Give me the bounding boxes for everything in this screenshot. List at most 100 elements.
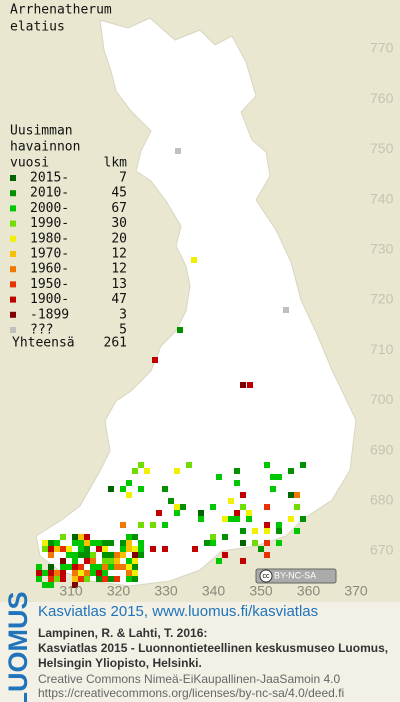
occurrence-dot	[84, 558, 90, 564]
occurrence-dot	[108, 564, 114, 570]
occurrence-dot	[276, 540, 282, 546]
occurrence-dot	[126, 546, 132, 552]
occurrence-dot	[264, 540, 270, 546]
northing-label: 740	[370, 190, 394, 206]
occurrence-dot	[247, 382, 253, 388]
occurrence-dot	[108, 576, 114, 582]
occurrence-dot	[216, 474, 222, 480]
occurrence-dot	[175, 148, 181, 154]
occurrence-dot	[54, 546, 60, 552]
occurrence-dot	[72, 582, 78, 588]
occurrence-dot	[90, 540, 96, 546]
occurrence-dot	[240, 558, 246, 564]
occurrence-dot	[84, 570, 90, 576]
occurrence-dot	[90, 552, 96, 558]
occurrence-dot	[276, 522, 282, 528]
occurrence-dot	[48, 570, 54, 576]
license-line: https://creativecommons.org/licenses/by-…	[38, 686, 344, 700]
occurrence-dot	[276, 474, 282, 480]
occurrence-dot	[108, 552, 114, 558]
occurrence-dot	[168, 498, 174, 504]
occurrence-dot	[96, 546, 102, 552]
occurrence-dot	[102, 558, 108, 564]
legend-swatch	[10, 311, 16, 318]
legend-swatch	[10, 266, 16, 273]
legend-total: 261	[104, 336, 127, 351]
occurrence-dot	[283, 307, 289, 313]
occurrence-dot	[228, 516, 234, 522]
occurrence-dot	[132, 534, 138, 540]
occurrence-dot	[126, 480, 132, 486]
occurrence-dot	[102, 540, 108, 546]
legend-swatch	[10, 175, 16, 181]
northing-label: 700	[370, 391, 394, 407]
occurrence-dot	[126, 534, 132, 540]
occurrence-dot	[138, 552, 144, 558]
occurrence-dot	[152, 357, 158, 363]
occurrence-dot	[258, 546, 264, 552]
occurrence-dot	[120, 552, 126, 558]
occurrence-dot	[78, 540, 84, 546]
legend-label: 1990-	[30, 216, 69, 231]
legend-header: Uusimman	[10, 124, 73, 139]
occurrence-dot	[96, 576, 102, 582]
legend-label: 2010-	[30, 186, 69, 201]
occurrence-dot	[48, 540, 54, 546]
occurrence-dot	[78, 534, 84, 540]
occurrence-dot	[48, 552, 54, 558]
occurrence-dot	[246, 516, 252, 522]
species-name: elatius	[10, 20, 65, 35]
occurrence-dot	[240, 528, 246, 534]
occurrence-dot	[72, 576, 78, 582]
occurrence-dot	[204, 540, 210, 546]
occurrence-dot	[84, 534, 90, 540]
legend-count: 30	[111, 216, 127, 231]
occurrence-dot	[84, 540, 90, 546]
legend-swatch	[10, 251, 16, 257]
occurrence-dot	[60, 534, 66, 540]
occurrence-dot	[84, 546, 90, 552]
occurrence-dot	[191, 257, 197, 263]
occurrence-dot	[120, 486, 126, 492]
occurrence-dot	[234, 510, 240, 516]
occurrence-dot	[42, 570, 48, 576]
occurrence-dot	[216, 558, 222, 564]
legend-label: 1970-	[30, 247, 69, 262]
legend-count: 5	[119, 323, 127, 338]
occurrence-dot	[72, 534, 78, 540]
occurrence-dot	[66, 546, 72, 552]
occurrence-dot	[228, 498, 234, 504]
occurrence-dot	[264, 522, 270, 528]
legend-count: 45	[111, 186, 127, 201]
occurrence-dot	[84, 576, 90, 582]
occurrence-dot	[48, 564, 54, 570]
occurrence-dot	[72, 558, 78, 564]
occurrence-dot	[132, 558, 138, 564]
easting-label: 360	[297, 583, 321, 599]
occurrence-dot	[126, 576, 132, 582]
occurrence-dot	[210, 504, 216, 510]
occurrence-dot	[54, 570, 60, 576]
occurrence-dot	[102, 546, 108, 552]
legend-label: -1899	[30, 307, 69, 322]
occurrence-dot	[60, 570, 66, 576]
occurrence-dot	[294, 528, 300, 534]
legend-count: 13	[111, 277, 127, 292]
easting-label: 330	[154, 583, 178, 599]
occurrence-dot	[72, 540, 78, 546]
occurrence-dot	[270, 474, 276, 480]
occurrence-dot	[84, 552, 90, 558]
occurrence-dot	[300, 462, 306, 468]
occurrence-dot	[132, 570, 138, 576]
occurrence-dot	[264, 504, 270, 510]
occurrence-dot	[240, 504, 246, 510]
occurrence-dot	[114, 558, 120, 564]
occurrence-dot	[78, 570, 84, 576]
legend-total-label: Yhteensä	[12, 336, 75, 351]
occurrence-dot	[60, 576, 66, 582]
citation-line: Lampinen, R. & Lahti, T. 2016:	[38, 626, 207, 640]
occurrence-dot	[126, 492, 132, 498]
occurrence-dot	[78, 546, 84, 552]
occurrence-dot	[144, 468, 150, 474]
occurrence-dot	[138, 546, 144, 552]
